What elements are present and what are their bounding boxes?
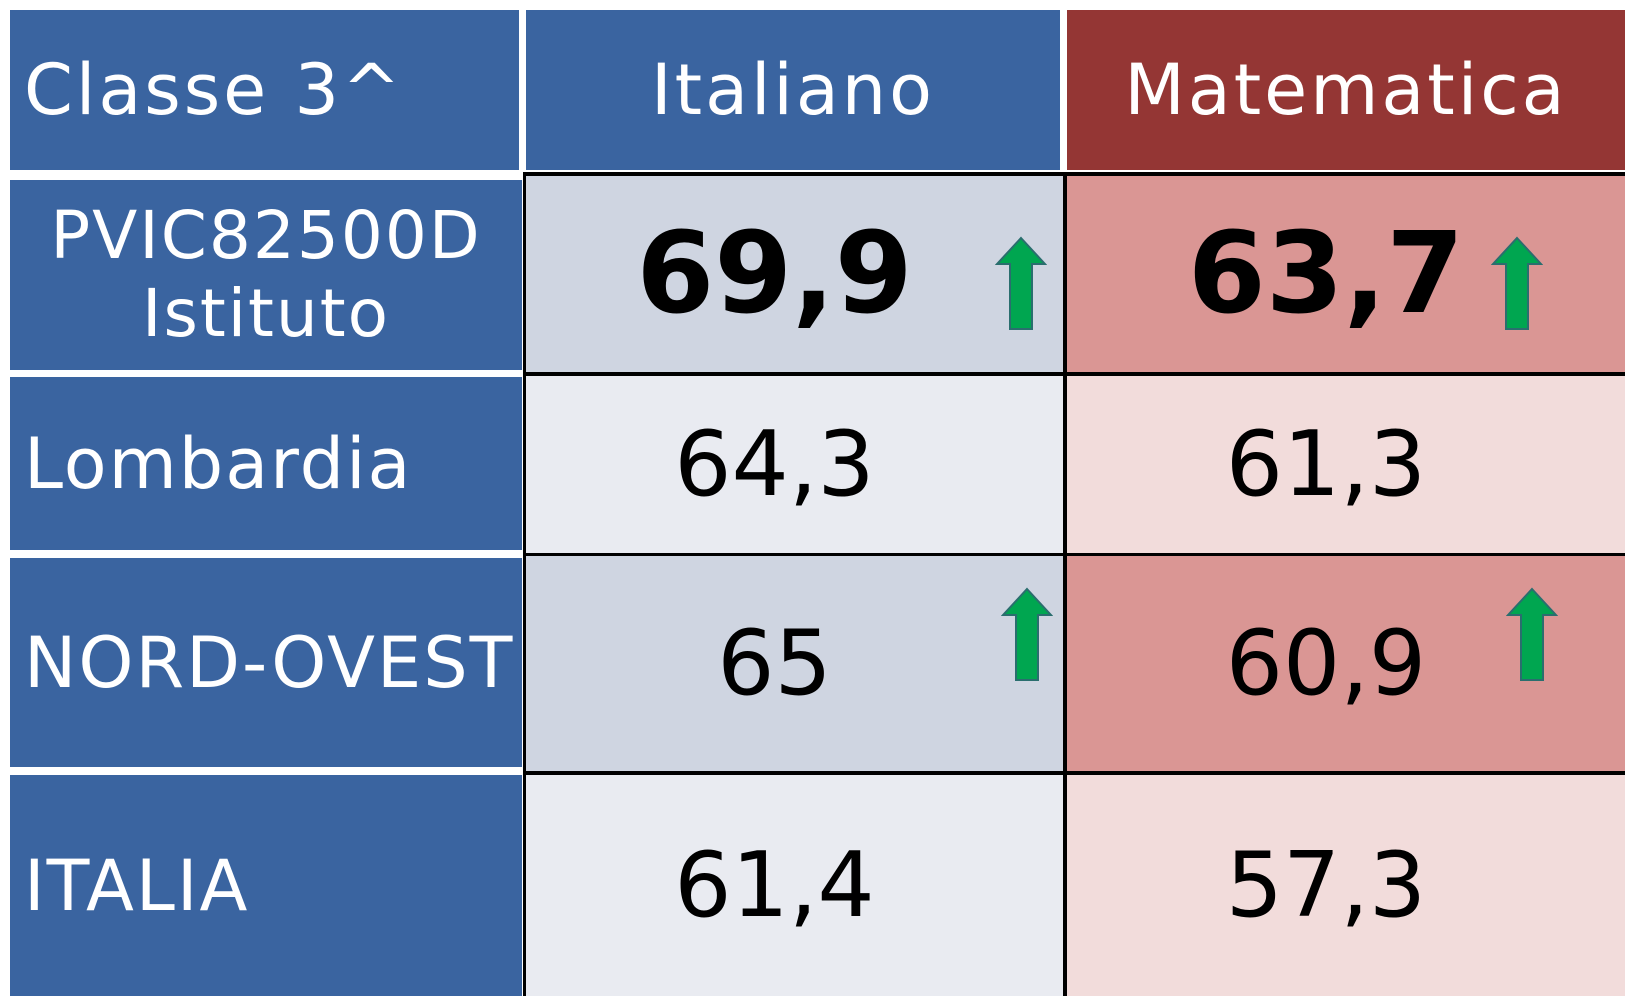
up-arrow (1001, 587, 1053, 681)
header-cell: Italiano (526, 10, 1060, 170)
header-cell: Classe 3^ (10, 10, 519, 170)
row-label: Lombardia (10, 377, 522, 550)
header-cell: Matematica (1067, 10, 1625, 170)
value-cell: 63,7 (1067, 176, 1625, 372)
label-line: PVIC82500D (50, 197, 482, 274)
value-cell: 69,9 (526, 176, 1063, 372)
label-lines: PVIC82500D Istituto (10, 197, 522, 353)
label-line: Istituto (141, 275, 391, 352)
value-cell: 61,4 (526, 775, 1063, 996)
row-label: NORD-OVEST (10, 558, 522, 767)
row-label: PVIC82500D Istituto (10, 180, 522, 370)
up-arrow (1491, 236, 1543, 330)
up-arrow (995, 236, 1047, 330)
value-cell: 64,3 (526, 376, 1063, 553)
value-cell: 61,3 (1067, 376, 1625, 553)
value-cell: 57,3 (1067, 775, 1625, 996)
value-cell: 65 (526, 556, 1063, 771)
up-arrow (1506, 587, 1558, 681)
row-label: ITALIA (10, 775, 522, 996)
